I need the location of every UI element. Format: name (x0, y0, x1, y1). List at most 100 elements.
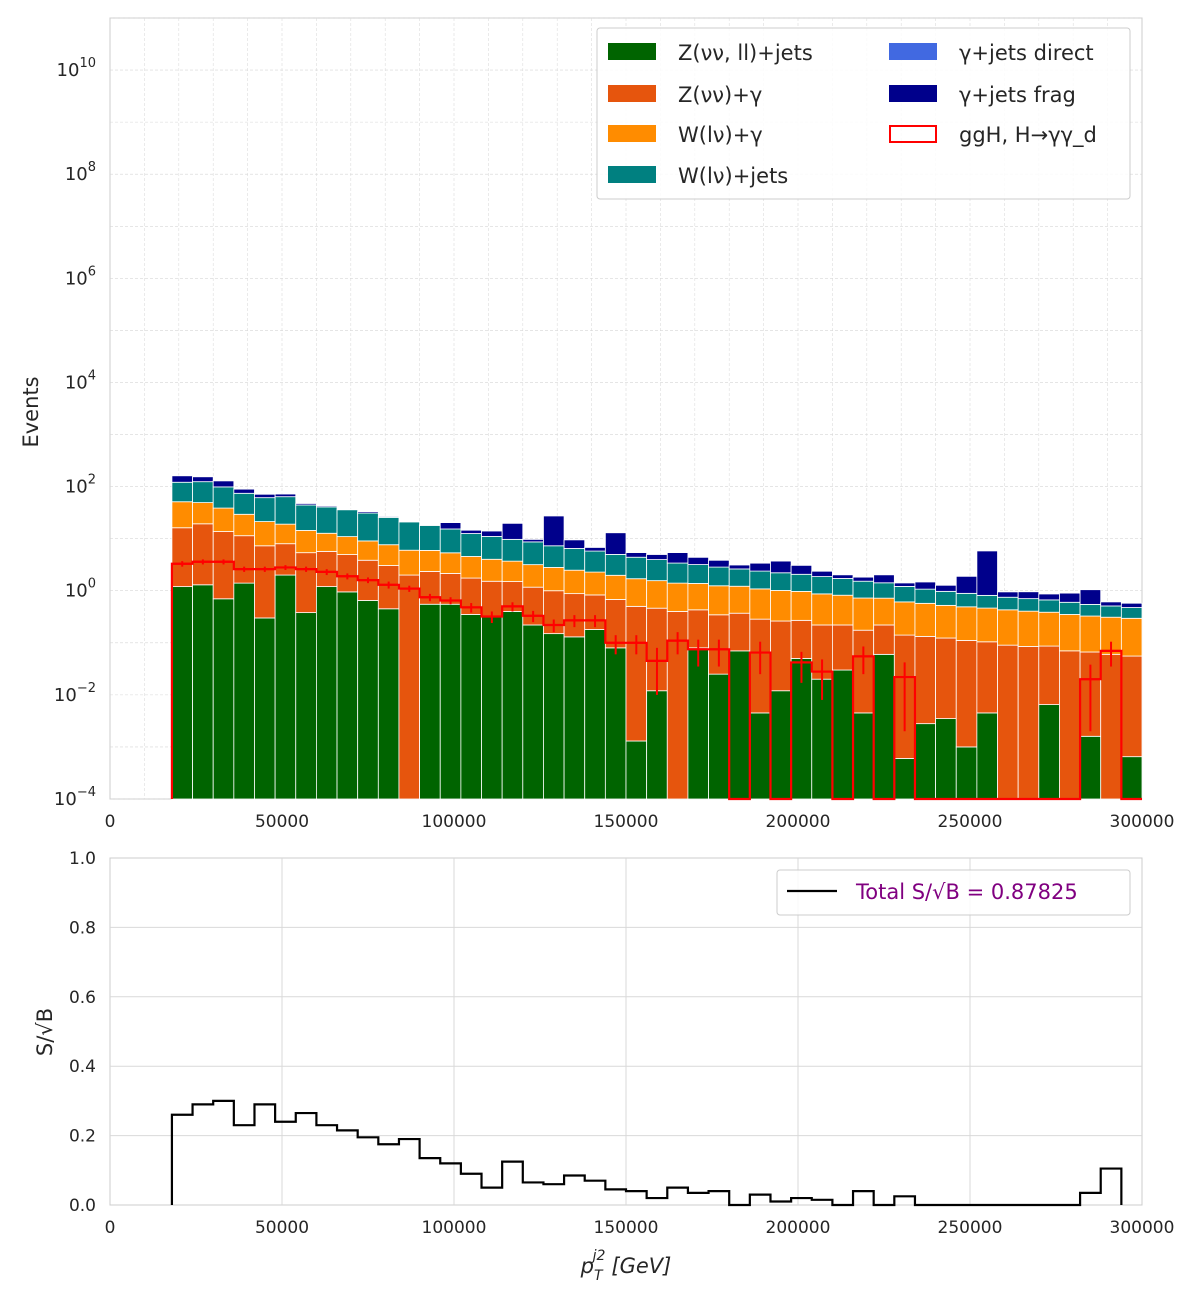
bar-gj_frag (1079, 589, 1102, 605)
bar-z_jets (893, 758, 916, 800)
bar-z_jets (543, 633, 565, 800)
bar-w_jets (1017, 598, 1040, 612)
bottom-y-tick-labels: 0.0 0.2 0.4 0.6 0.8 1.0 (69, 849, 96, 1216)
bar-w_jets (315, 506, 338, 534)
bottom-y-axis-label: S/√B (33, 1008, 57, 1056)
legend-swatch-z-jets (608, 43, 656, 60)
bar-gj_frag (646, 554, 668, 561)
bar-gj_frag (336, 508, 359, 511)
bar-w_jets (1100, 605, 1122, 618)
legend-label-signal: ggH, H→γγ_d (959, 123, 1097, 148)
legend-swatch-gj-frag (889, 85, 937, 102)
bar-gj_frag (419, 524, 441, 526)
bar-z_jets (357, 600, 379, 800)
bar-z_gamma (192, 523, 214, 586)
legend-swatch-w-jets (608, 166, 656, 183)
bar-w_gamma (852, 597, 875, 631)
bar-w_gamma (811, 593, 833, 626)
bottom-legend: Total S/√B = 0.87825 (776, 869, 1131, 916)
bar-gj_frag (439, 522, 462, 530)
bar-gj_frag (584, 547, 606, 552)
bar-w_gamma (460, 556, 482, 579)
bar-gj_frag (254, 493, 276, 499)
bar-w_jets (274, 496, 297, 525)
bar-z_jets (377, 608, 400, 800)
legend-label-z-jets: Z(νν, ll)+jets (678, 41, 813, 65)
bar-w_gamma (728, 585, 751, 614)
bar-z_jets (852, 712, 875, 800)
bar-z_gamma (481, 580, 503, 617)
top-y-tick: 102 (65, 473, 96, 498)
bar-w_gamma (315, 532, 338, 552)
bar-w_jets (501, 538, 524, 562)
bar-w_gamma (935, 604, 957, 639)
legend-label-z-gamma: Z(νν)+γ (678, 83, 762, 107)
bar-z_jets (439, 603, 462, 800)
bar-z_jets (955, 746, 978, 800)
top-y-tick: 1010 (57, 56, 96, 81)
bottom-y-tick: 0.0 (69, 1196, 96, 1216)
bar-z_jets (646, 690, 668, 800)
significance-step-line (170, 1099, 1123, 1207)
bar-gj_frag (274, 493, 297, 498)
bar-w_gamma (419, 550, 441, 572)
bar-w_gamma (171, 501, 193, 529)
bar-z_gamma (212, 531, 235, 600)
bottom-x-tick: 250000 (938, 1218, 1003, 1238)
bar-w_gamma (1079, 615, 1102, 653)
bar-z_gamma (1038, 645, 1060, 706)
bar-z_gamma (315, 550, 338, 588)
bar-gj_frag (728, 564, 751, 570)
bar-gj_frag (357, 511, 379, 514)
bar-w_jets (811, 576, 833, 595)
top-y-tick-labels: 10−4 10−2 100 102 104 106 108 1010 (54, 56, 96, 810)
bar-z_jets (625, 740, 648, 800)
bar-w_jets (254, 497, 276, 522)
bar-z_jets (1079, 735, 1102, 800)
bar-gj_frag (543, 515, 565, 547)
bar-gj_frag (1100, 601, 1122, 607)
bar-z_gamma (728, 612, 751, 652)
bar-w_jets (873, 582, 895, 599)
top-y-tick: 10−4 (54, 785, 96, 810)
top-bars (171, 475, 1143, 800)
bar-gj_frag (192, 476, 214, 483)
bar-w_jets (377, 516, 400, 546)
bar-w_jets (1038, 599, 1060, 613)
bar-w_jets (563, 548, 586, 571)
top-y-tick: 106 (65, 264, 96, 289)
bar-w_gamma (604, 574, 627, 600)
bar-gj_frag (233, 488, 255, 494)
bar-z_jets (563, 636, 586, 800)
bar-z_jets (708, 673, 730, 800)
bar-z_gamma (832, 624, 854, 671)
bar-gj_frag (398, 520, 420, 523)
bar-w_jets (832, 578, 854, 596)
bar-z_jets (501, 611, 524, 800)
top-x-tick: 300000 (1110, 812, 1175, 832)
bar-w_gamma (233, 513, 255, 537)
bar-z_gamma (976, 641, 998, 714)
bottom-y-tick: 0.8 (69, 918, 96, 938)
bottom-x-tick: 200000 (766, 1218, 831, 1238)
bar-z_jets (749, 712, 771, 800)
bar-gj_frag (997, 591, 1019, 598)
bar-w_jets (398, 521, 420, 551)
bar-w_gamma (584, 571, 606, 596)
bar-z_jets (315, 586, 338, 800)
bar-gj_frag (852, 576, 875, 582)
bar-gj_frag (832, 574, 854, 579)
bar-z_jets (873, 653, 895, 800)
bar-z_gamma (955, 640, 978, 748)
bar-w_jets (914, 588, 937, 604)
top-x-tick: 0 (105, 812, 116, 832)
bar-w_jets (790, 573, 813, 592)
bar-w_gamma (439, 552, 462, 574)
top-x-tick: 50000 (255, 812, 309, 832)
bar-z_jets (832, 669, 854, 800)
bar-w_jets (171, 481, 193, 503)
top-y-tick: 10−2 (54, 681, 96, 706)
bar-z_gamma (1059, 650, 1081, 800)
bar-gj_frag (935, 584, 957, 592)
